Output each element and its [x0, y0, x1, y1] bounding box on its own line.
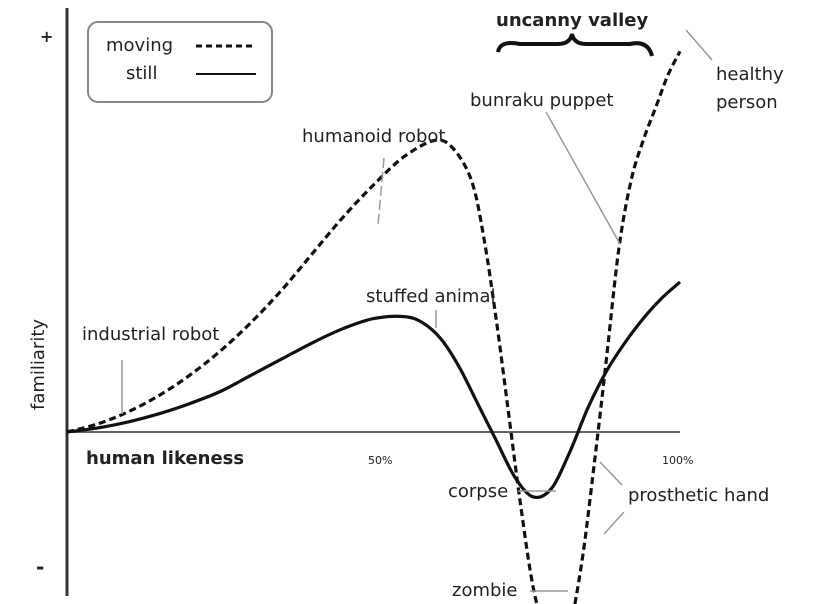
uncanny-valley-brace	[496, 33, 654, 57]
x-axis-label: human likeness	[86, 448, 244, 469]
leader-bunraku-puppet	[545, 111, 621, 245]
y-plus-label: +	[40, 27, 53, 46]
y-minus-label: -	[36, 555, 44, 579]
label-industrial-robot: industrial robot	[82, 324, 219, 345]
chart-title: uncanny valley	[496, 10, 649, 31]
label-corpse: corpse	[448, 481, 508, 502]
leader-humanoid-robot	[377, 157, 385, 226]
label-healthy-person-line1: healthy	[716, 64, 784, 85]
legend-box	[87, 21, 273, 103]
legend-label-still: still	[126, 63, 157, 84]
series-still-line	[66, 280, 682, 500]
leader-prosthetic-hand-top	[599, 461, 623, 486]
legend-label-moving: moving	[106, 35, 173, 56]
x-tick-label-50: 50%	[368, 454, 392, 467]
label-stuffed-animal: stuffed animal	[366, 286, 495, 307]
series-moving-line	[66, 50, 682, 604]
label-humanoid-robot: humanoid robot	[302, 126, 445, 147]
label-healthy-person-line2: person	[716, 92, 778, 113]
x-tick-label-100: 100%	[662, 454, 693, 467]
leader-prosthetic-hand-bottom	[603, 511, 625, 535]
label-zombie: zombie	[452, 580, 518, 601]
leader-healthy-person	[685, 29, 713, 61]
label-bunraku-puppet: bunraku puppet	[470, 90, 614, 111]
label-prosthetic-hand: prosthetic hand	[628, 485, 769, 506]
y-axis-label: familiarity	[28, 319, 49, 410]
